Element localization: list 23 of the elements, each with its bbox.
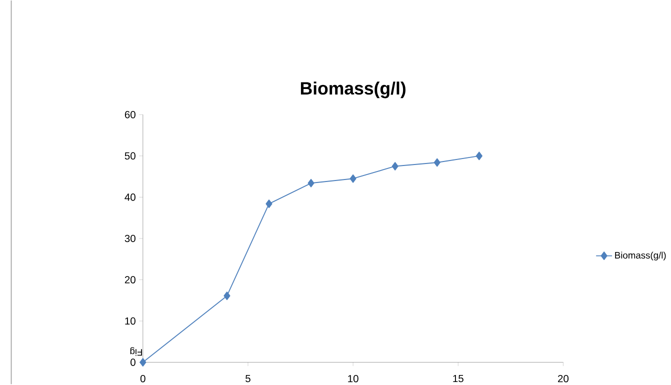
legend-label: Biomass(g/l) xyxy=(615,252,666,260)
x-tick-label: 20 xyxy=(558,374,569,382)
point xyxy=(392,162,398,170)
point xyxy=(224,291,230,300)
x-tick-label: 15 xyxy=(453,374,464,382)
y-tick-label: 50 xyxy=(124,152,136,160)
x-tick-label: 10 xyxy=(348,374,358,382)
y-tick-label: 0 xyxy=(130,358,136,366)
point xyxy=(266,199,272,208)
y-tick-label: 40 xyxy=(124,193,136,201)
y-tick-label: 60 xyxy=(124,110,136,118)
point xyxy=(476,151,482,160)
point xyxy=(140,358,146,366)
chart-title: Biomass(g/l) xyxy=(300,81,406,98)
point xyxy=(434,158,440,167)
x-tick-label: 5 xyxy=(246,374,250,382)
point xyxy=(350,174,356,183)
y-tick-label: 20 xyxy=(124,276,136,284)
y-tick-label: 10 xyxy=(125,317,136,324)
x-tick-label: 0 xyxy=(140,374,146,382)
y-tick-label: 30 xyxy=(124,234,136,242)
point xyxy=(308,178,314,188)
text: Fig xyxy=(130,347,142,356)
